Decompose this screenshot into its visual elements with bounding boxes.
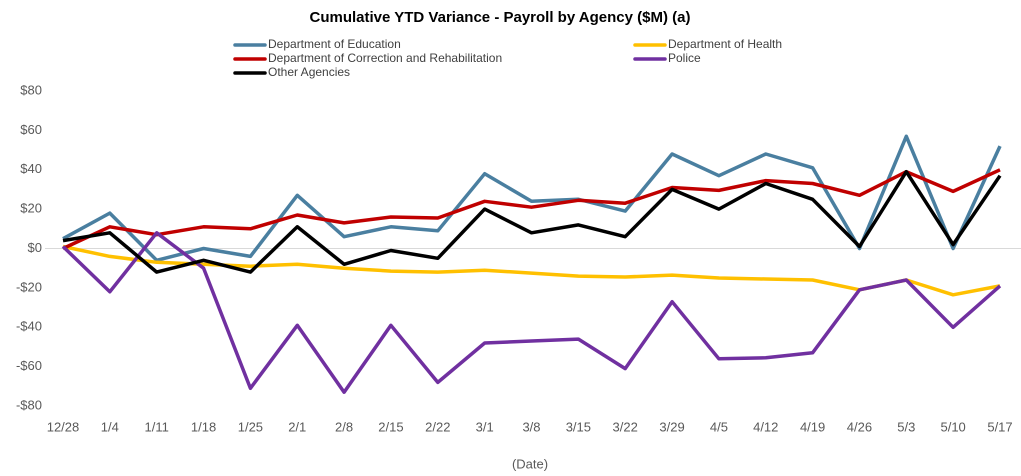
x-tick-label: 3/29 <box>659 419 684 434</box>
x-tick-label: 4/12 <box>753 419 778 434</box>
x-tick-label: 4/5 <box>710 419 728 434</box>
x-tick-label: 12/28 <box>47 419 80 434</box>
series-line <box>62 168 1001 251</box>
y-tick-label: $60 <box>20 122 42 137</box>
x-tick-label: 2/1 <box>288 419 306 434</box>
x-tick-label: 4/26 <box>847 419 872 434</box>
series-line <box>61 231 1002 394</box>
x-tick-label: 5/3 <box>897 419 915 434</box>
y-tick-label: $40 <box>20 161 42 176</box>
series-line <box>62 134 1002 263</box>
x-tick-label: 3/1 <box>476 419 494 434</box>
y-tick-label: -$40 <box>16 319 42 334</box>
legend-label: Department of Health <box>668 37 782 51</box>
x-tick-label: 1/18 <box>191 419 216 434</box>
x-tick-label: 4/19 <box>800 419 825 434</box>
y-tick-label: $20 <box>20 201 42 216</box>
legend-label: Department of Correction and Rehabilitat… <box>268 51 502 65</box>
legend-label: Police <box>668 51 701 65</box>
y-tick-label: $80 <box>20 82 42 97</box>
x-axis-label: (Date) <box>512 456 548 471</box>
legend-label: Department of Education <box>268 37 401 51</box>
y-tick-label: -$20 <box>16 279 42 294</box>
y-tick-label: -$60 <box>16 358 42 373</box>
x-tick-label: 3/8 <box>522 419 540 434</box>
x-tick-label: 1/25 <box>238 419 263 434</box>
x-tick-label: 3/22 <box>613 419 638 434</box>
x-tick-label: 3/15 <box>566 419 591 434</box>
x-tick-label: 1/4 <box>101 419 119 434</box>
x-tick-label: 2/22 <box>425 419 450 434</box>
x-tick-label: 2/15 <box>378 419 403 434</box>
series-line <box>62 169 1002 274</box>
legend-label: Other Agencies <box>268 65 350 79</box>
x-tick-label: 5/10 <box>940 419 965 434</box>
x-tick-label: 5/17 <box>987 419 1012 434</box>
x-tick-label: 1/11 <box>145 419 169 434</box>
x-tick-label: 2/8 <box>335 419 353 434</box>
y-tick-label: $0 <box>28 240 42 255</box>
y-tick-label: -$80 <box>16 397 42 412</box>
chart-title: Cumulative YTD Variance - Payroll by Age… <box>310 9 691 26</box>
